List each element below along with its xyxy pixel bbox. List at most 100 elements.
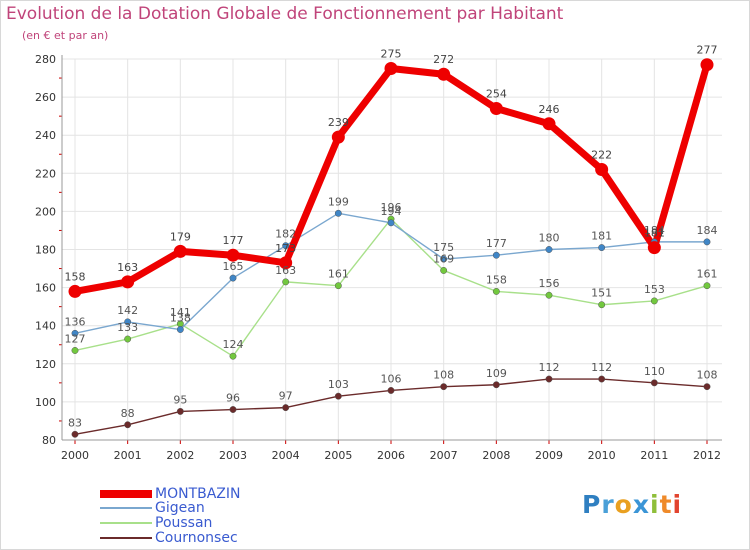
legend-swatch bbox=[100, 521, 152, 524]
data-label-gigean: 142 bbox=[117, 304, 138, 317]
x-tick-label: 2010 bbox=[588, 449, 616, 462]
data-label-poussan: 141 bbox=[170, 306, 191, 319]
legend-item-gigean: Gigean bbox=[100, 500, 205, 516]
data-point-gigean bbox=[545, 246, 553, 253]
data-point-cournonsec bbox=[545, 375, 553, 383]
data-point-poussan bbox=[545, 291, 553, 299]
data-label-cournonsec: 95 bbox=[173, 393, 187, 406]
y-tick-label: 80 bbox=[42, 434, 56, 447]
data-point-gigean bbox=[229, 274, 237, 282]
x-tick-label: 2009 bbox=[535, 449, 563, 462]
data-label-poussan: 163 bbox=[275, 264, 296, 277]
data-point-montbazin bbox=[700, 58, 714, 72]
data-label-poussan: 127 bbox=[65, 332, 86, 345]
chart-title: Evolution de la Dotation Globale de Fonc… bbox=[6, 4, 564, 24]
data-point-gigean bbox=[492, 251, 500, 259]
proxiti-logo: Proxiti bbox=[582, 490, 683, 519]
data-label-montbazin: 254 bbox=[486, 88, 507, 101]
data-label-montbazin: 272 bbox=[433, 53, 454, 66]
data-label-montbazin: 277 bbox=[697, 44, 718, 57]
data-label-montbazin: 275 bbox=[381, 48, 402, 61]
data-label-montbazin: 239 bbox=[328, 116, 349, 129]
data-point-montbazin bbox=[121, 275, 135, 289]
data-label-cournonsec: 103 bbox=[328, 378, 349, 391]
data-point-poussan bbox=[334, 282, 342, 290]
data-point-montbazin bbox=[331, 130, 345, 144]
data-point-cournonsec bbox=[71, 430, 79, 438]
x-tick-label: 2002 bbox=[166, 449, 194, 462]
data-label-cournonsec: 83 bbox=[68, 416, 82, 429]
x-tick-label: 2005 bbox=[324, 449, 352, 462]
data-label-poussan: 133 bbox=[117, 321, 138, 334]
data-label-gigean: 138 bbox=[170, 312, 191, 325]
data-label-poussan: 124 bbox=[223, 338, 244, 351]
legend-item-poussan: Poussan bbox=[100, 515, 212, 531]
data-point-montbazin bbox=[226, 248, 240, 262]
y-tick-label: 240 bbox=[35, 129, 56, 142]
axes: 80 100 120 140 160 180 200 220 240 260 280 2000 2001… bbox=[35, 53, 722, 462]
data-label-poussan: 161 bbox=[697, 268, 718, 281]
x-tick-label: 2001 bbox=[114, 449, 142, 462]
data-point-montbazin bbox=[489, 102, 503, 116]
data-point-poussan bbox=[124, 335, 132, 343]
data-point-gigean bbox=[71, 329, 79, 337]
data-point-montbazin bbox=[384, 62, 398, 76]
data-point-cournonsec bbox=[703, 383, 711, 391]
data-label-poussan: 158 bbox=[486, 273, 507, 286]
data-label-gigean: 180 bbox=[539, 232, 560, 245]
data-point-montbazin bbox=[279, 256, 293, 270]
x-tick-label: 2003 bbox=[219, 449, 247, 462]
data-point-gigean bbox=[282, 242, 290, 250]
data-point-gigean bbox=[703, 238, 711, 246]
data-label-gigean: 177 bbox=[486, 237, 507, 250]
data-label-cournonsec: 97 bbox=[279, 390, 293, 403]
data-point-gigean bbox=[176, 326, 184, 333]
y-tick-label: 200 bbox=[35, 205, 56, 218]
legend-swatch bbox=[100, 506, 152, 509]
data-label-gigean: 136 bbox=[65, 315, 86, 328]
y-tick-label: 260 bbox=[35, 91, 56, 104]
chart-subtitle: (en € et par an) bbox=[22, 29, 109, 42]
data-label-montbazin: 173 bbox=[275, 242, 296, 255]
data-label-montbazin: 163 bbox=[117, 261, 138, 274]
data-label-poussan: 161 bbox=[328, 268, 349, 281]
data-label-cournonsec: 96 bbox=[226, 392, 240, 405]
legend-label: Cournonsec bbox=[155, 529, 238, 546]
x-tick-label: 2004 bbox=[272, 449, 300, 462]
data-point-montbazin bbox=[647, 241, 661, 255]
y-tick-label: 140 bbox=[35, 320, 56, 333]
data-point-cournonsec bbox=[650, 379, 658, 387]
data-label-cournonsec: 88 bbox=[121, 407, 135, 420]
data-label-gigean: 175 bbox=[433, 241, 454, 254]
data-label-cournonsec: 112 bbox=[591, 361, 612, 374]
data-label-gigean: 184 bbox=[697, 224, 718, 237]
data-point-gigean bbox=[334, 209, 342, 217]
data-label-poussan: 196 bbox=[381, 201, 402, 214]
data-point-cournonsec bbox=[492, 381, 500, 389]
data-label-cournonsec: 109 bbox=[486, 367, 507, 380]
legend-item-cournonsec: Cournonsec bbox=[100, 529, 238, 546]
data-point-cournonsec bbox=[334, 392, 342, 400]
y-tick-label: 160 bbox=[35, 282, 56, 295]
data-label-gigean: 182 bbox=[275, 228, 296, 241]
x-tick-label: 2006 bbox=[377, 449, 405, 462]
data-label-montbazin: 179 bbox=[170, 230, 191, 243]
data-point-cournonsec bbox=[387, 387, 395, 394]
data-label-montbazin: 246 bbox=[539, 103, 560, 116]
data-point-montbazin bbox=[595, 162, 609, 176]
y-tick-label: 280 bbox=[35, 53, 56, 66]
data-point-montbazin bbox=[542, 117, 556, 131]
data-point-montbazin bbox=[173, 244, 187, 258]
data-point-montbazin bbox=[68, 284, 82, 298]
legend-swatch bbox=[100, 536, 152, 539]
data-label-cournonsec: 110 bbox=[644, 365, 665, 378]
data-point-cournonsec bbox=[598, 375, 606, 383]
data-point-poussan bbox=[282, 278, 290, 286]
data-point-cournonsec bbox=[124, 421, 132, 429]
data-point-cournonsec bbox=[229, 406, 237, 413]
data-label-cournonsec: 106 bbox=[381, 372, 402, 385]
x-tick-label: 2012 bbox=[693, 449, 721, 462]
x-tick-label: 2011 bbox=[640, 449, 668, 462]
x-tick-label: 2007 bbox=[430, 449, 458, 462]
